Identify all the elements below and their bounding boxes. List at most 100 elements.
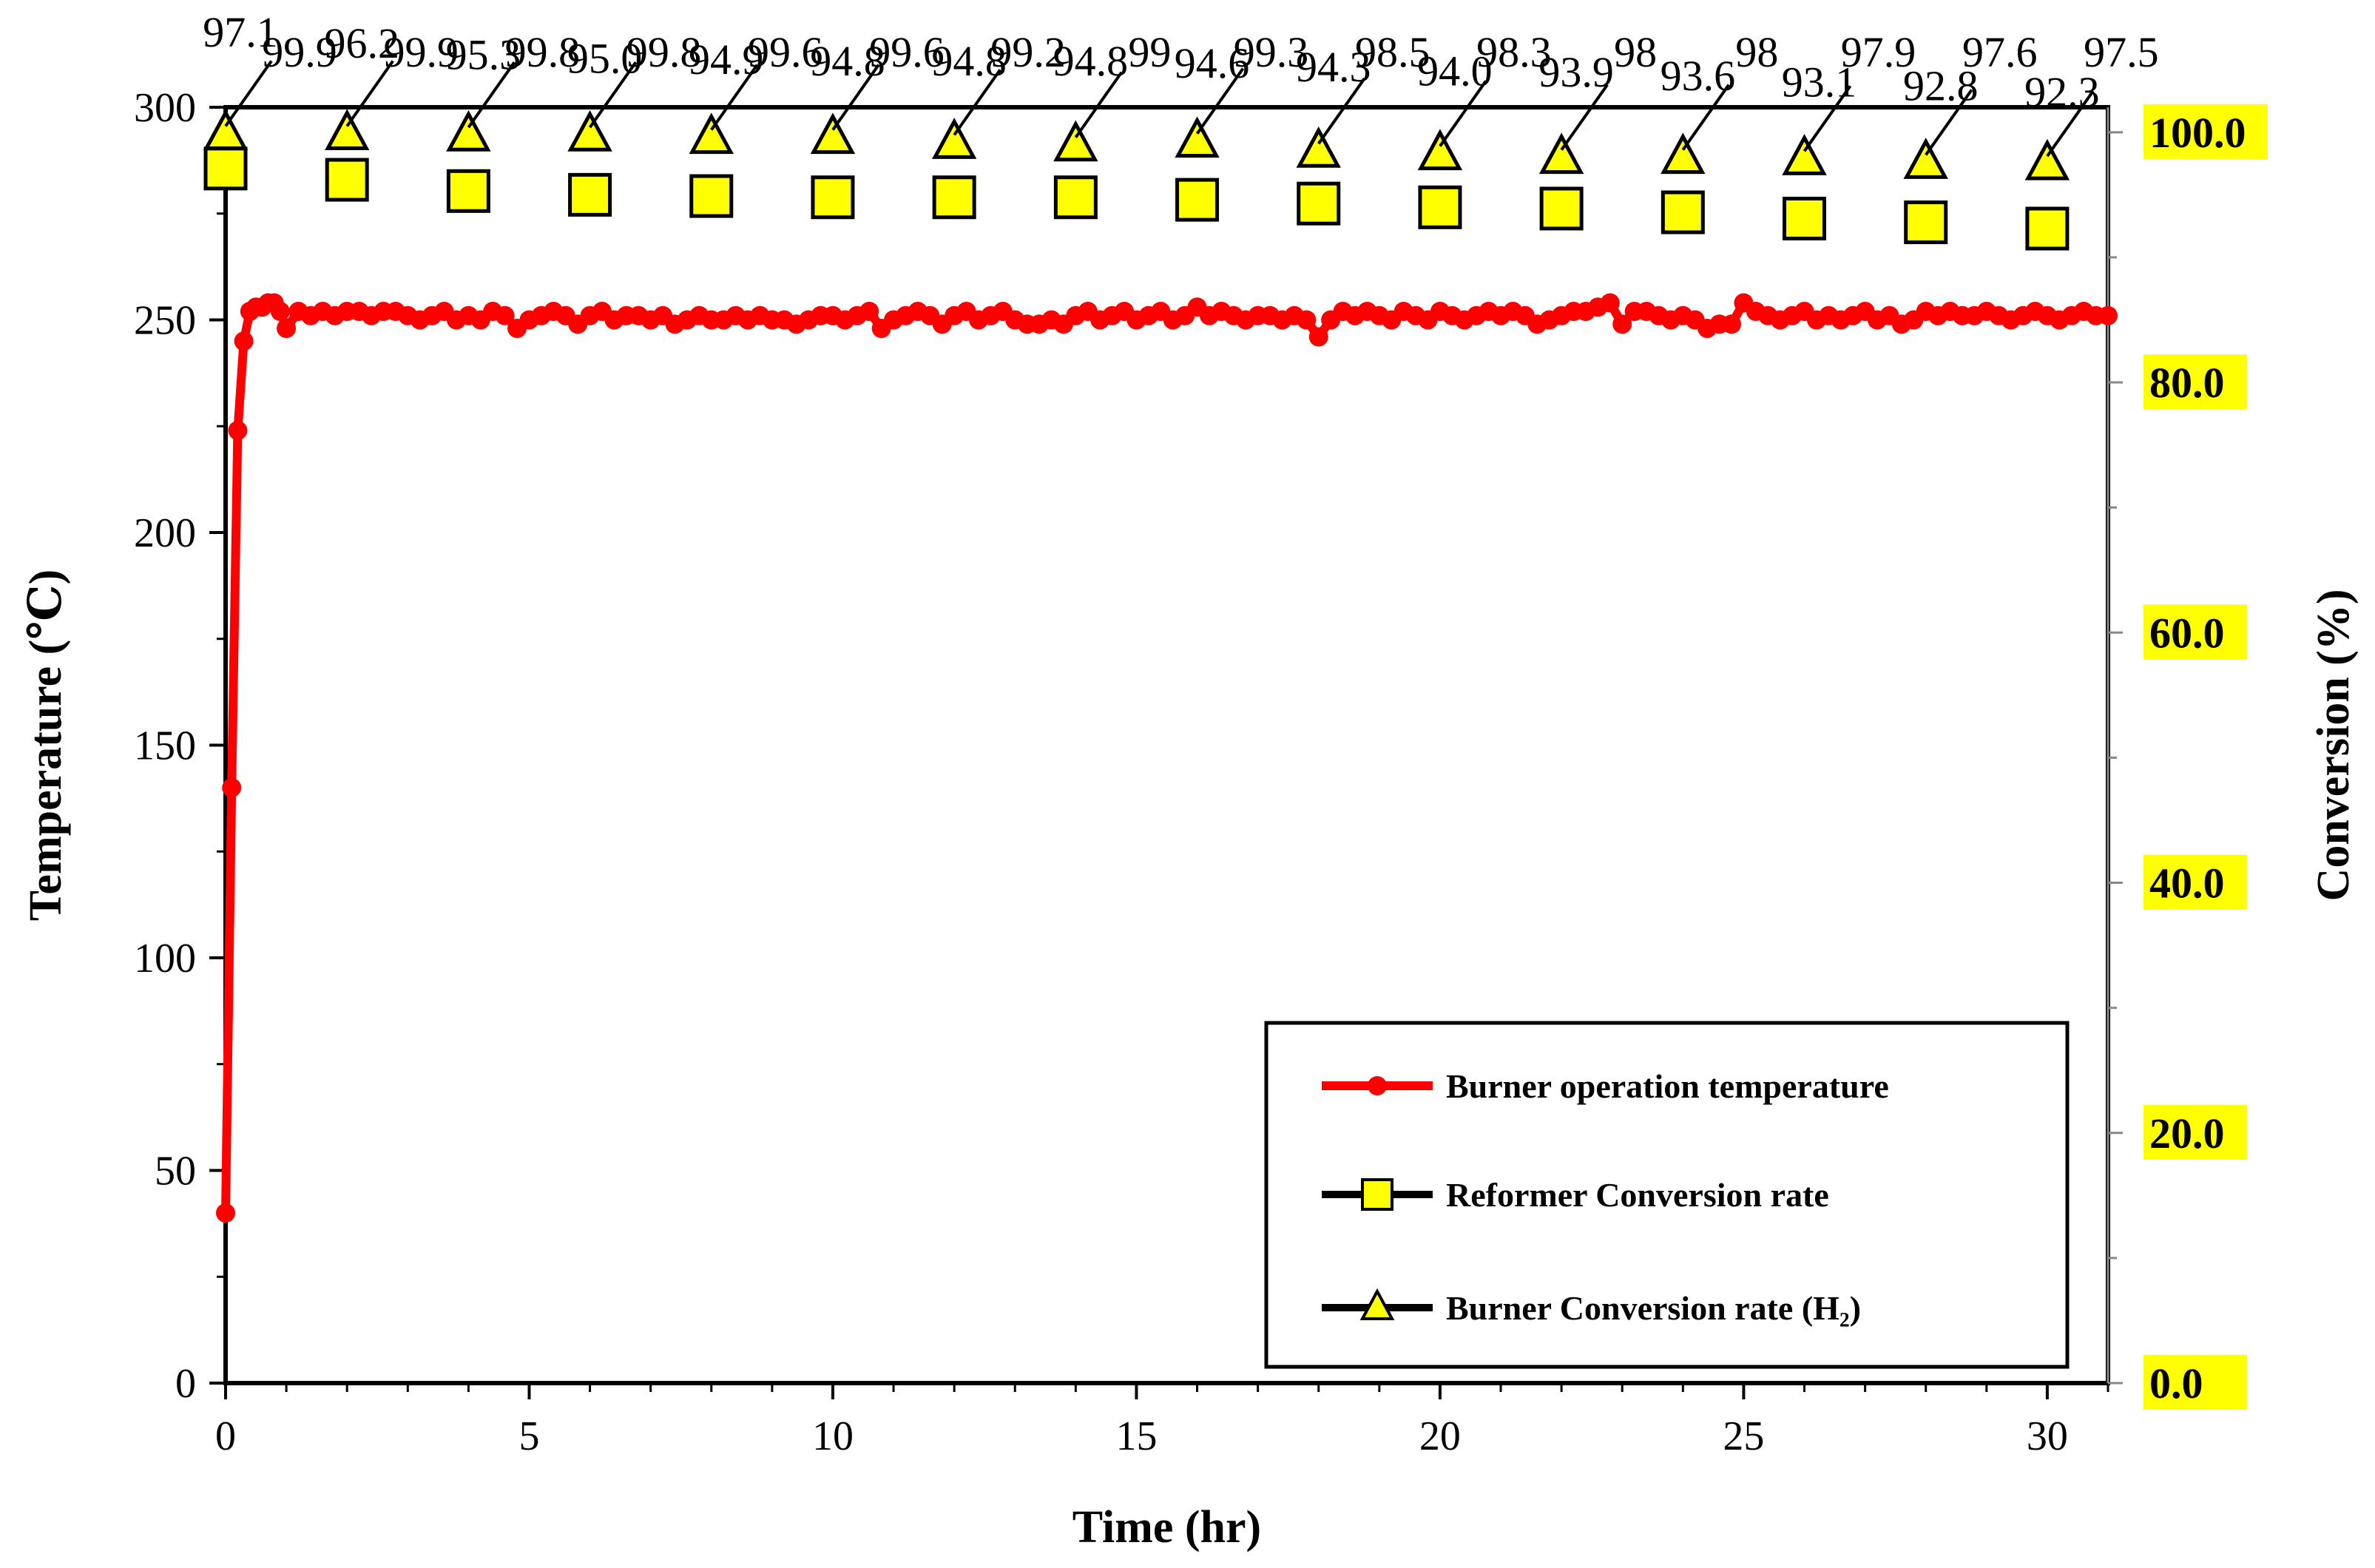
reformer-point	[689, 174, 734, 218]
burner-data-label: 99.9	[383, 28, 459, 76]
legend-label-temperature: Burner operation temperature	[1446, 1067, 1889, 1105]
burner-point	[1053, 120, 1098, 162]
burner-data-label: 97.6	[1962, 28, 2038, 76]
x-tick-label: 30	[2027, 1413, 2068, 1459]
burner-point	[1782, 134, 1827, 175]
burner-label-leader	[224, 60, 273, 127]
legend-temperature-marker	[1368, 1076, 1387, 1095]
burner-data-label: 99.3	[1234, 28, 1309, 76]
temperature-point	[234, 331, 254, 351]
burner-label-leader	[345, 60, 394, 127]
burner-label-leader	[1803, 85, 1852, 152]
burner-data-label: 99.8	[505, 28, 581, 76]
legend-label-burner: Burner Conversion rate (H₂)	[1446, 1289, 1861, 1327]
y-tick-label: 0	[175, 1361, 196, 1407]
burner-label-leader	[588, 61, 638, 129]
legend-burner-marker	[1359, 1288, 1395, 1320]
temperature-point	[1308, 327, 1328, 347]
burner-point	[1903, 138, 1948, 179]
reformer-data-label: 95.0	[567, 34, 643, 82]
burner-label-leader	[953, 69, 1001, 136]
temperature-point	[1297, 310, 1317, 330]
reformer-point	[1053, 175, 1098, 220]
label-layer: 97.1 96.2 95.3 95.0 94.9 94.8 94.8 94.8 94.6 94.3…	[203, 8, 2159, 158]
reformer-data-label: 96.2	[324, 19, 399, 67]
reformer-point	[2025, 206, 2070, 251]
burner-label-leader	[710, 64, 759, 131]
burner-point	[810, 112, 856, 155]
temperature-point	[859, 302, 879, 321]
burner-data-label: 99.9	[262, 28, 337, 76]
reformer-point	[203, 146, 248, 191]
y-tick-label: 250	[134, 298, 196, 344]
burner-data-label: 99.6	[869, 28, 945, 76]
temperature-point	[1612, 314, 1632, 334]
legend-label-reformer: Reformer Conversion rate	[1446, 1176, 1829, 1214]
reformer-data-label: 97.1	[203, 8, 278, 56]
temperature-point	[1722, 314, 1741, 334]
x-tick-label: 0	[215, 1413, 236, 1459]
y2-tick-highlight	[2143, 854, 2247, 910]
reformer-point	[1297, 181, 1341, 226]
y2-tick-highlight	[2143, 104, 2268, 159]
temperature-point	[270, 302, 290, 321]
legend-reformer-marker	[1361, 1178, 1393, 1211]
burner-point	[1175, 116, 1220, 158]
temperature-point	[222, 778, 242, 797]
reformer-point	[932, 175, 976, 220]
burner-label-leader	[1925, 89, 1973, 156]
burner-point	[1296, 126, 1341, 168]
burner-point	[567, 109, 612, 152]
burner-label-leader	[1439, 80, 1487, 147]
burner-label-leader	[467, 61, 516, 129]
reformer-point	[568, 172, 612, 217]
reformer-point	[325, 158, 369, 202]
x-axis-title: Time (hr)	[1072, 1502, 1261, 1552]
reformer-data-label: 92.8	[1903, 62, 1979, 110]
reformer-point	[1539, 186, 1584, 231]
burner-point	[2024, 138, 2070, 180]
burner-point	[1417, 129, 1463, 171]
temperature-point	[216, 1203, 235, 1223]
burner-data-label: 98.5	[1355, 28, 1430, 76]
burner-point	[324, 109, 370, 151]
reformer-data-label: 94.3	[1296, 43, 1371, 91]
reformer-point	[1661, 190, 1705, 234]
y2-tick-label: 100.0	[2149, 109, 2246, 157]
burner-data-label: 99.2	[990, 28, 1066, 76]
reformer-point	[1904, 200, 1948, 245]
burner-data-label: 99.8	[626, 28, 702, 76]
burner-point	[1538, 132, 1584, 175]
y2-tick-label: 0.0	[2149, 1359, 2203, 1408]
y2-tick-label: 40.0	[2149, 859, 2225, 908]
y2-tick-highlight	[2143, 1355, 2247, 1410]
burner-point	[446, 109, 491, 152]
burner-point	[1661, 132, 1706, 175]
temperature-point	[228, 421, 248, 440]
burner-label-leader	[1681, 84, 1730, 151]
burner-label-leader	[1195, 67, 1245, 135]
burner-label-leader	[1560, 84, 1609, 151]
x-tick-label: 10	[812, 1413, 854, 1459]
burner-data-label: 98	[1735, 28, 1778, 76]
y2-tick-label: 80.0	[2149, 359, 2225, 407]
reformer-data-label: 94.0	[1417, 47, 1493, 95]
temperature-point	[2098, 305, 2118, 325]
y2-tick-label: 20.0	[2149, 1109, 2225, 1158]
y-axis-title: Temperature (℃)	[21, 570, 71, 921]
temperature-point	[277, 319, 297, 338]
burner-data-label: 99	[1128, 28, 1171, 76]
y-tick-label: 50	[155, 1149, 196, 1194]
burner-data-label: 99.6	[748, 28, 823, 76]
y-tick-label: 200	[134, 510, 196, 556]
burner-label-leader	[1074, 71, 1123, 138]
reformer-point	[446, 169, 490, 213]
temperature-point	[495, 305, 515, 325]
y2-tick-label: 60.0	[2149, 609, 2225, 657]
x-tick-label: 15	[1115, 1413, 1157, 1459]
burner-data-label: 98.3	[1476, 28, 1552, 76]
axes-layer: 0 50 100 150 200 250 300 0 5 10 15 20 25 30 0.0 20.0 40.…	[21, 85, 2359, 1552]
y2-tick-highlight	[2143, 354, 2247, 410]
burner-point	[203, 109, 249, 151]
